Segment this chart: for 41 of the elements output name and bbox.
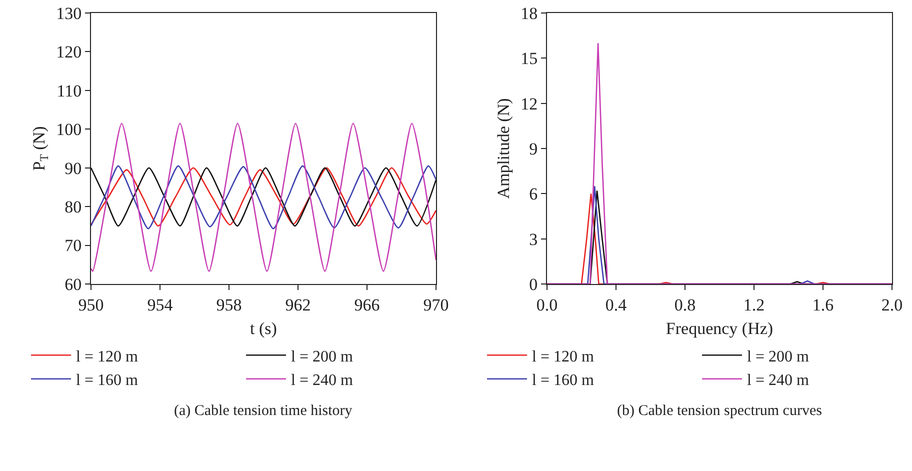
x-tick-label: 0.8 — [674, 295, 696, 314]
y-tick-label: 110 — [56, 81, 82, 100]
y-tick-label: 70 — [64, 236, 82, 256]
y-tick-label: 15 — [520, 49, 538, 68]
x-tick-label: 958 — [216, 295, 242, 314]
y-tick-label: 18 — [520, 4, 538, 23]
line-series — [91, 122, 436, 272]
y-tick-label: 120 — [56, 42, 82, 62]
x-tick-label: 1.2 — [743, 295, 765, 314]
legend-label: l = 240 m — [291, 372, 354, 390]
y-tick-label: 0 — [529, 274, 538, 294]
legend-label: l = 160 m — [76, 372, 138, 390]
y-tick-label: 9 — [529, 139, 538, 158]
x-tick-label: 0.0 — [536, 295, 558, 314]
x-tick-label: 966 — [354, 295, 380, 314]
legend-label: l = 120 m — [76, 348, 138, 366]
text: (a) Cable tension time history — [174, 403, 353, 419]
y-tick-label: 3 — [529, 230, 538, 249]
text: (b) Cable tension spectrum curves — [617, 403, 822, 419]
y-tick-label: 12 — [520, 94, 538, 114]
y-tick-label: 90 — [64, 158, 82, 178]
x-axis-title: Frequency (Hz) — [666, 318, 774, 338]
x-axis-title: t (s) — [250, 318, 277, 338]
x-tick-label: 1.6 — [812, 295, 834, 314]
legend-label: l = 200 m — [291, 348, 354, 366]
y-tick-label: 130 — [56, 4, 82, 23]
y-tick-label: 100 — [56, 120, 82, 140]
legend-label: l = 120 m — [532, 348, 594, 366]
x-tick-label: 2.0 — [881, 295, 903, 314]
x-tick-label: 970 — [423, 295, 449, 314]
y-axis-title: Amplitude (N) — [494, 98, 514, 199]
legend-label: l = 200 m — [747, 348, 810, 366]
y-tick-label: 6 — [529, 184, 538, 204]
legend-label: l = 160 m — [532, 372, 594, 390]
x-tick-label: 0.4 — [605, 295, 628, 314]
x-tick-label: 954 — [147, 295, 174, 314]
x-tick-label: 962 — [285, 295, 311, 314]
x-tick-label: 950 — [78, 295, 104, 314]
y-tick-label: 60 — [64, 274, 82, 294]
y-tick-label: 80 — [64, 198, 82, 217]
legend-label: l = 240 m — [747, 372, 810, 390]
